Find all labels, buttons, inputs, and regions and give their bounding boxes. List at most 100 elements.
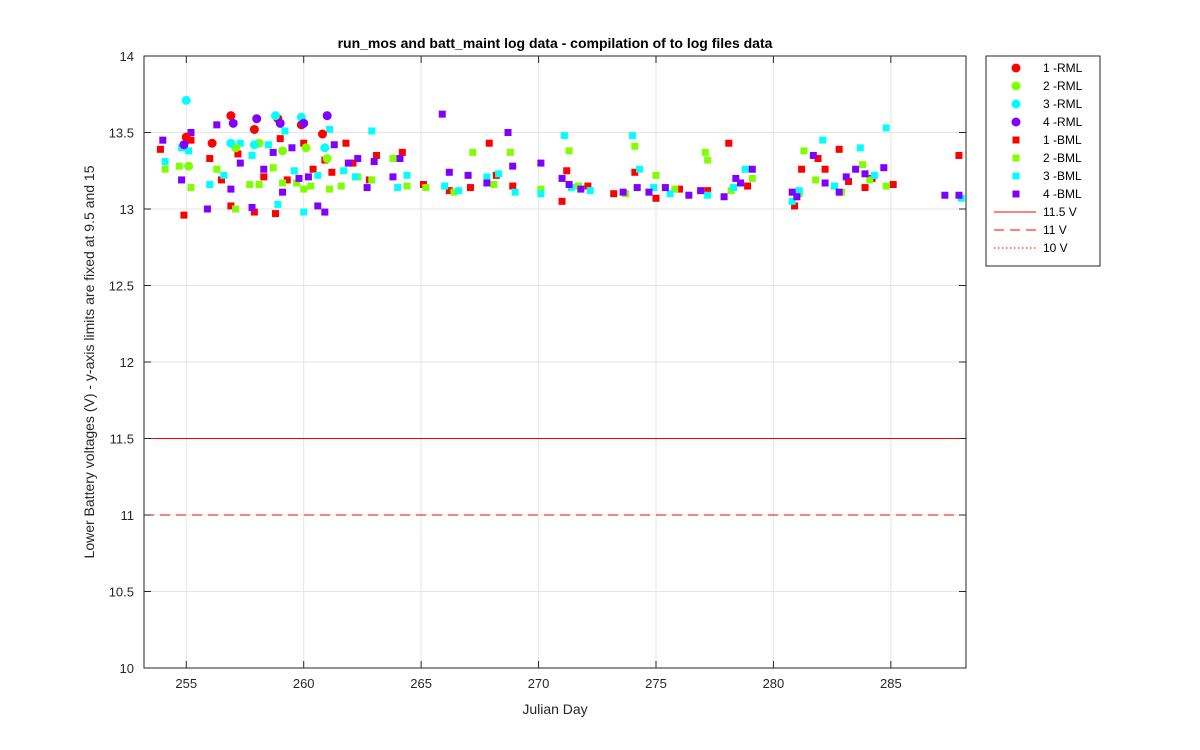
data-point — [558, 174, 566, 182]
legend-label: 11.5 V — [1043, 205, 1077, 219]
data-point — [398, 148, 406, 156]
tick-labels: 255 260 265 270 275 280 285 10 10.5 11 11.5 12 12.5 1… — [109, 49, 966, 691]
data-point — [295, 174, 303, 182]
data-point — [483, 173, 491, 181]
legend-label: 4 -BML — [1043, 187, 1082, 201]
data-point — [279, 188, 287, 196]
data-point — [207, 138, 217, 148]
y-tick-label: 10 — [120, 661, 134, 676]
legend: 1 -RML 2 -RML 3 -RML 4 -RML 1 -BML 2 -BML 3 -B… — [985, 55, 1101, 267]
data-point — [741, 165, 749, 173]
data-point — [441, 182, 449, 190]
data-point — [226, 111, 236, 121]
data-point — [178, 176, 186, 184]
data-points — [156, 95, 965, 219]
legend-marker — [1011, 99, 1021, 109]
legend-marker — [1012, 190, 1020, 198]
data-point — [861, 170, 869, 178]
data-point — [941, 191, 949, 199]
data-point — [249, 140, 259, 150]
data-point — [558, 197, 566, 205]
legend-label: 10 V — [1043, 241, 1068, 255]
data-point — [466, 184, 474, 192]
y-tick-label: 10.5 — [109, 585, 134, 600]
data-point — [213, 121, 221, 129]
data-point — [403, 182, 411, 190]
data-point — [187, 136, 195, 144]
y-tick-label: 11.5 — [110, 432, 134, 447]
data-point — [835, 188, 843, 196]
data-point — [793, 193, 801, 201]
data-point — [509, 182, 517, 190]
data-point — [788, 197, 796, 205]
data-point — [506, 148, 514, 156]
y-tick-label: 13 — [120, 202, 134, 217]
data-point — [791, 202, 799, 210]
data-point — [175, 162, 183, 170]
data-point — [274, 200, 282, 208]
legend-marker — [1011, 63, 1021, 73]
data-point — [326, 125, 334, 133]
data-point — [227, 202, 235, 210]
x-tick-label: 260 — [293, 676, 315, 691]
data-point — [349, 159, 357, 167]
data-point — [179, 140, 189, 150]
data-point — [685, 191, 693, 199]
data-point — [246, 181, 254, 189]
data-point — [288, 144, 296, 152]
data-point — [563, 167, 571, 175]
data-point — [882, 182, 890, 190]
data-point — [852, 165, 860, 173]
data-point — [275, 118, 285, 128]
data-point — [328, 168, 336, 176]
data-point — [300, 185, 308, 193]
data-point — [344, 159, 352, 167]
data-point — [821, 165, 829, 173]
data-point — [234, 150, 242, 158]
x-tick-label: 275 — [645, 676, 667, 691]
data-point — [236, 139, 244, 147]
data-point — [330, 141, 338, 149]
data-point — [798, 165, 806, 173]
data-point — [363, 184, 371, 192]
x-tick-label: 265 — [410, 676, 432, 691]
legend-box — [985, 55, 1101, 267]
data-point — [866, 176, 874, 184]
data-point — [278, 146, 288, 156]
data-point — [272, 210, 280, 218]
data-point — [299, 118, 309, 128]
data-point — [351, 173, 359, 181]
data-point — [631, 168, 639, 176]
data-point — [675, 185, 683, 193]
legend-marker — [1012, 154, 1020, 162]
data-point — [490, 181, 498, 189]
data-point — [955, 151, 963, 159]
data-point — [181, 132, 191, 142]
data-point — [619, 188, 627, 196]
data-point — [629, 132, 637, 140]
data-point — [636, 165, 644, 173]
data-point — [955, 191, 963, 199]
data-point — [269, 164, 277, 172]
data-point — [354, 155, 362, 163]
data-point — [821, 179, 829, 187]
data-point — [300, 139, 308, 147]
data-point — [317, 129, 327, 139]
data-point — [373, 151, 381, 159]
data-point — [389, 155, 397, 163]
data-point — [220, 171, 228, 179]
data-point — [422, 184, 430, 192]
data-point — [301, 143, 311, 153]
data-point — [809, 151, 817, 159]
y-axis-label: Lower Battery voltages (V) - y-axis limi… — [81, 165, 97, 558]
data-point — [830, 182, 838, 190]
data-point — [565, 181, 573, 189]
y-tick-label: 11 — [121, 508, 135, 523]
data-point — [483, 179, 491, 187]
data-point — [795, 187, 803, 195]
legend-label: 2 -RML — [1043, 79, 1083, 93]
y-tick-label: 13.5 — [109, 126, 134, 141]
reference-lines — [144, 437, 966, 669]
data-point — [537, 159, 545, 167]
